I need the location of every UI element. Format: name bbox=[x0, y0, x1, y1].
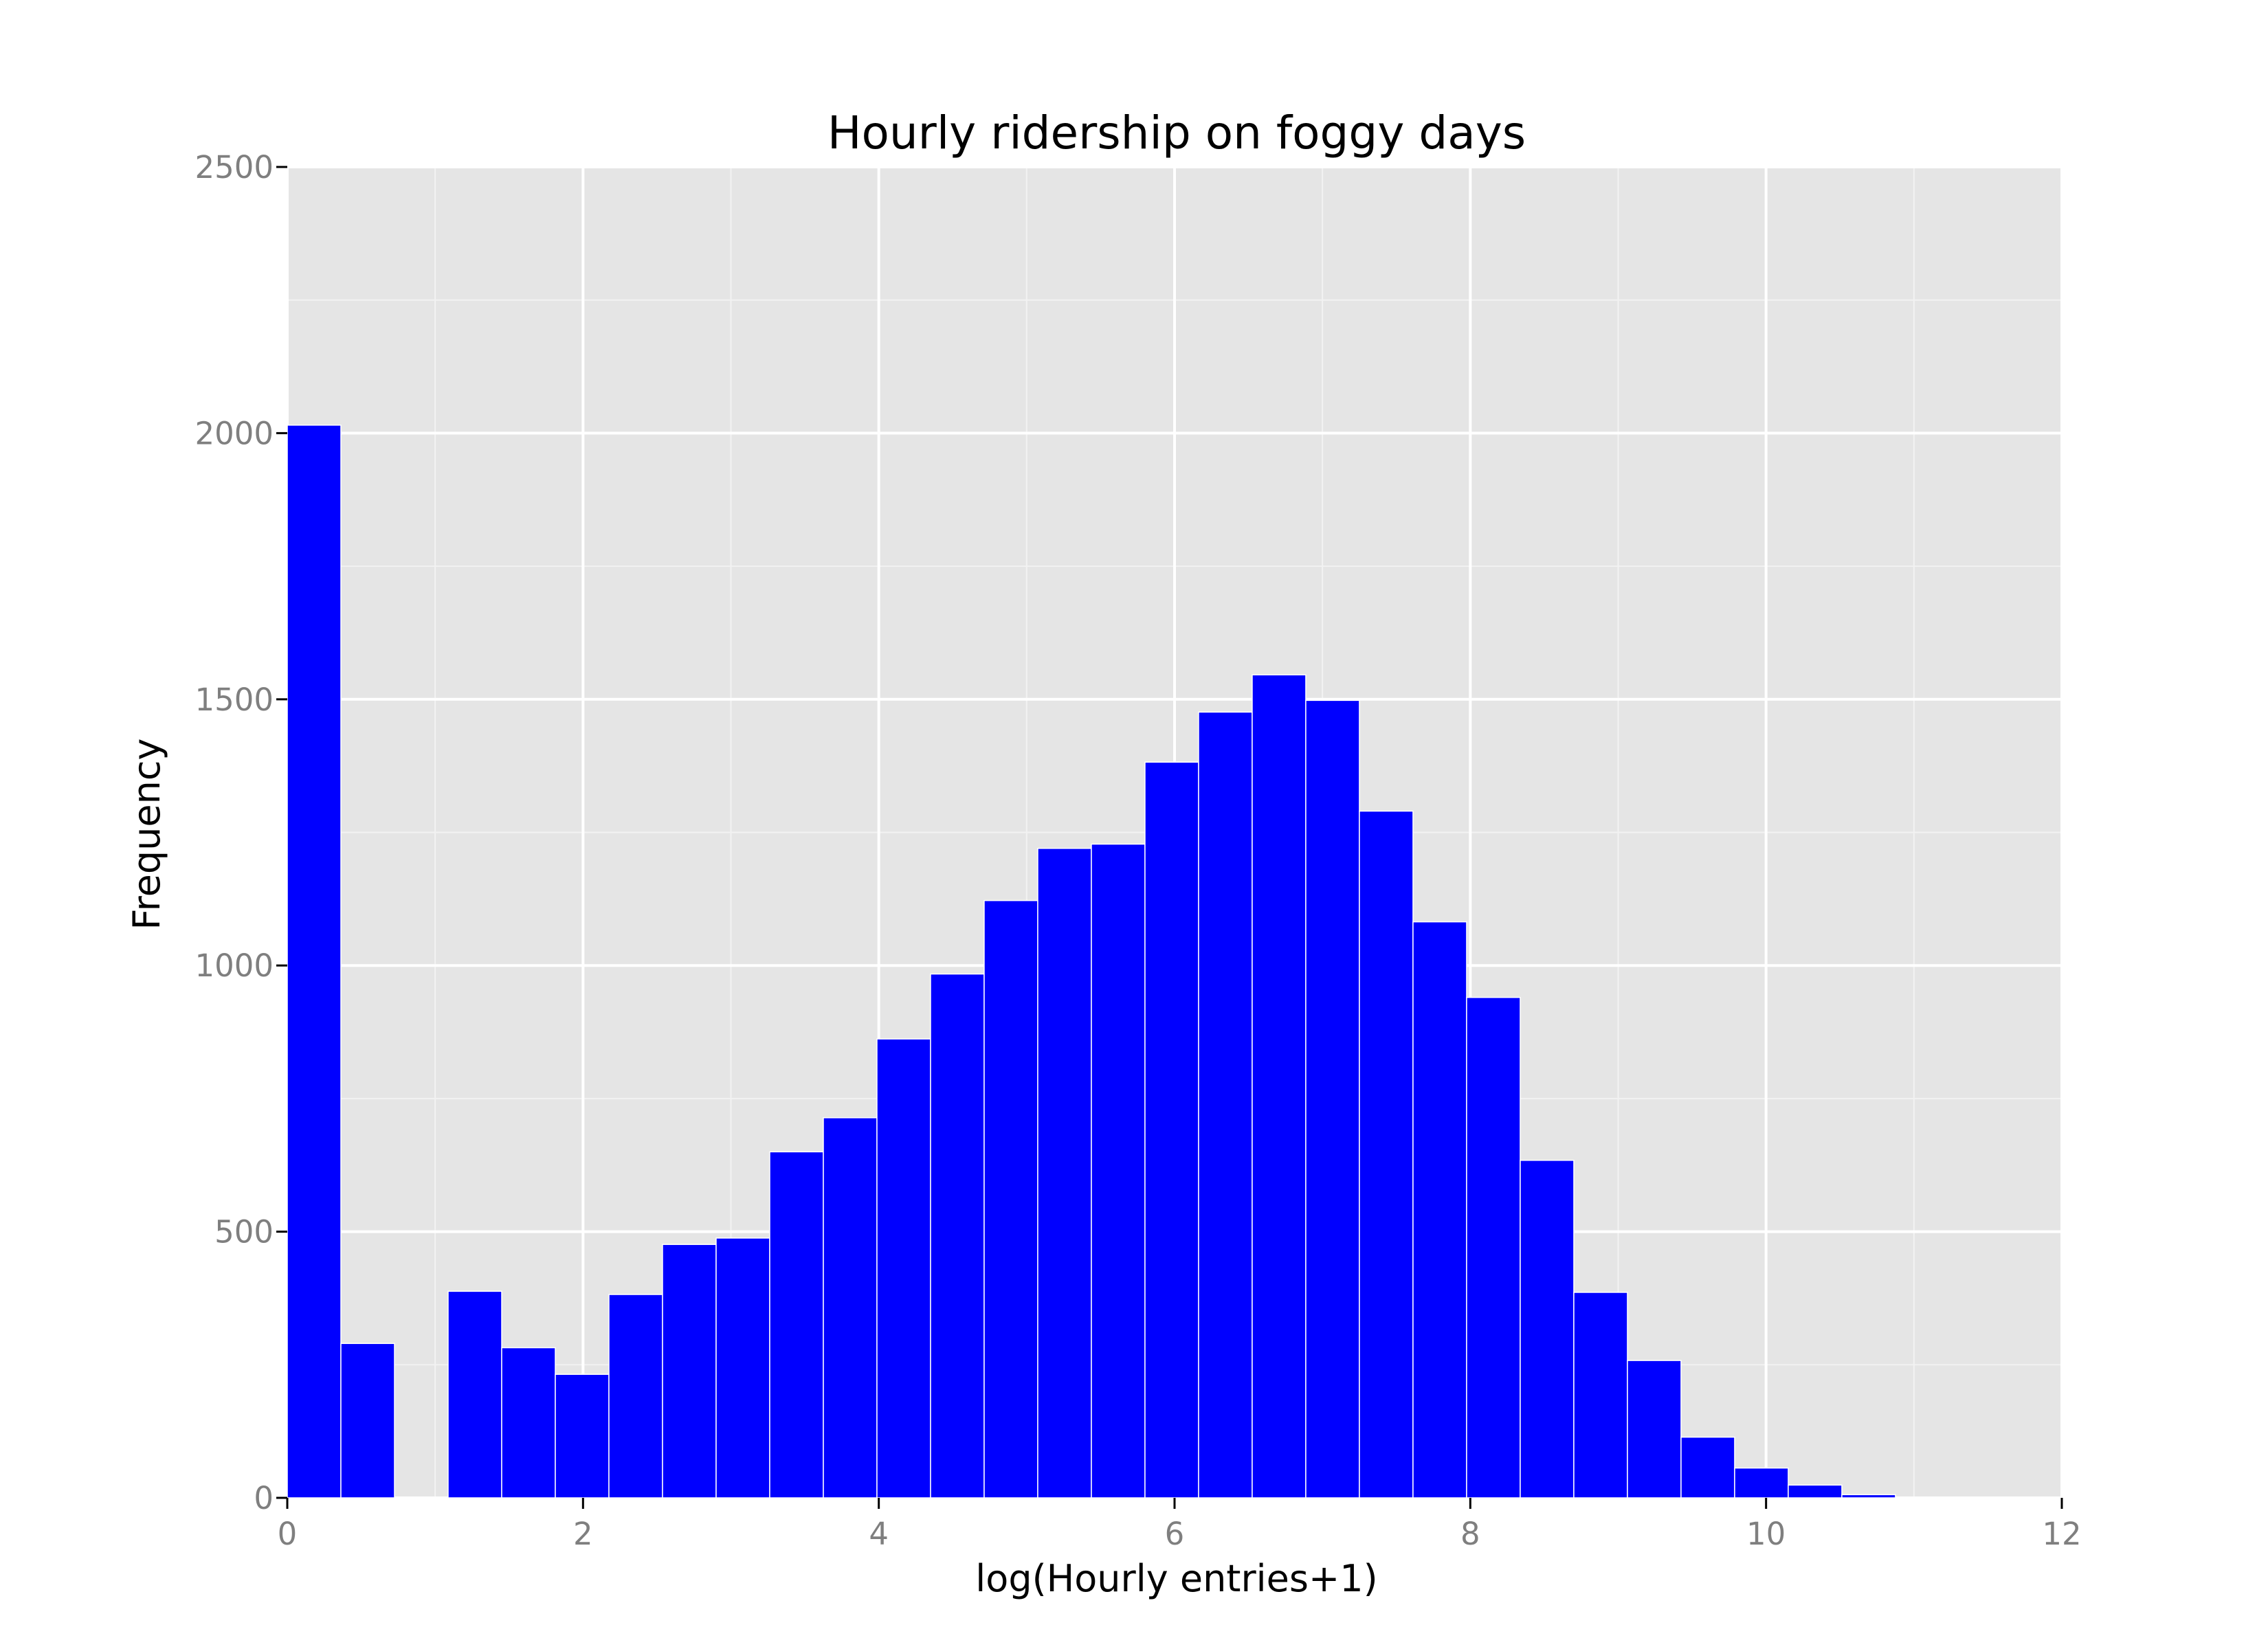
histogram-bar bbox=[340, 1343, 395, 1499]
histogram-bar bbox=[1305, 699, 1360, 1499]
histogram-bar bbox=[1841, 1494, 1896, 1499]
x-tick-label: 2 bbox=[573, 1516, 593, 1552]
histogram-bar bbox=[715, 1237, 770, 1499]
histogram-bar bbox=[1466, 996, 1521, 1499]
histogram-bar bbox=[608, 1294, 663, 1499]
y-axis-label: Frequency bbox=[125, 739, 168, 930]
y-tick-label: 0 bbox=[254, 1480, 274, 1516]
y-tick-label: 2000 bbox=[194, 415, 274, 451]
x-axis-label: log(Hourly entries+1) bbox=[975, 1557, 1377, 1600]
histogram-bar bbox=[769, 1151, 824, 1499]
y-tick-label: 2500 bbox=[194, 149, 274, 186]
histogram-bar bbox=[1734, 1467, 1789, 1499]
histogram-bar bbox=[876, 1038, 931, 1499]
histogram-bar bbox=[1412, 921, 1467, 1499]
x-tick-label: 8 bbox=[1460, 1516, 1480, 1552]
histogram-bar bbox=[983, 899, 1038, 1499]
histogram-bar bbox=[447, 1290, 502, 1499]
chart-title: Hourly ridership on foggy days bbox=[827, 106, 1526, 159]
histogram-bar bbox=[823, 1117, 878, 1499]
histogram-bar bbox=[1627, 1360, 1682, 1499]
y-axis-ticks: 0 500 1000 1500 2000 2500 bbox=[194, 149, 287, 1516]
x-tick-label: 6 bbox=[1165, 1516, 1185, 1552]
y-tick-label: 500 bbox=[214, 1214, 274, 1250]
y-tick-label: 1500 bbox=[194, 682, 274, 718]
x-axis-ticks: 0 2 4 6 8 10 12 bbox=[278, 1498, 2082, 1552]
histogram-bars bbox=[287, 425, 1896, 1499]
histogram-bar bbox=[555, 1373, 610, 1499]
histogram-bar bbox=[1680, 1436, 1735, 1499]
histogram-bar bbox=[1091, 843, 1146, 1499]
histogram-bar bbox=[1144, 761, 1199, 1499]
x-tick-label: 4 bbox=[869, 1516, 889, 1552]
histogram-bar bbox=[501, 1347, 556, 1499]
histogram-bar bbox=[662, 1244, 717, 1499]
histogram-bar bbox=[930, 973, 985, 1499]
histogram-bar bbox=[1198, 711, 1253, 1499]
histogram-bar bbox=[1788, 1484, 1843, 1499]
x-tick-label: 10 bbox=[1746, 1516, 1786, 1552]
histogram-bar bbox=[1037, 847, 1092, 1499]
histogram-bar bbox=[1573, 1292, 1628, 1499]
histogram-bar bbox=[1252, 674, 1307, 1499]
histogram-bar bbox=[1359, 810, 1414, 1499]
x-tick-label: 12 bbox=[2042, 1516, 2081, 1552]
histogram-bar bbox=[1520, 1160, 1575, 1499]
x-tick-label: 0 bbox=[278, 1516, 298, 1552]
y-tick-label: 1000 bbox=[194, 947, 274, 984]
histogram-bar bbox=[287, 425, 342, 1499]
